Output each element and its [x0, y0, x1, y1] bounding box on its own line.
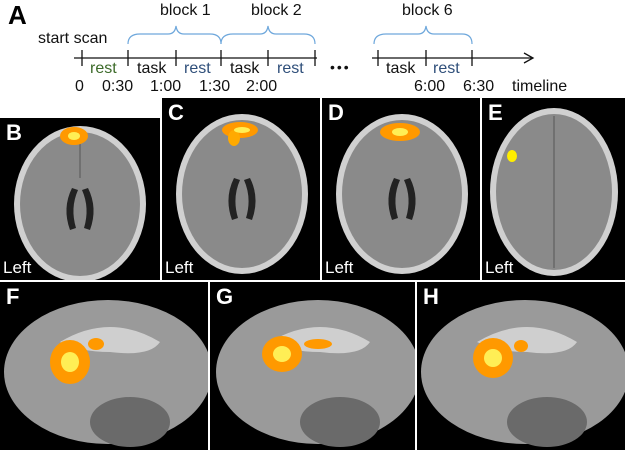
sagittal-panel-f: F: [0, 282, 208, 450]
panel-letter-a: A: [8, 0, 27, 30]
time-label: 2:00: [246, 78, 278, 95]
axial-brain-image: [176, 114, 308, 274]
axial-panel-e: E Left: [482, 98, 625, 280]
timeline-label: timeline: [512, 78, 568, 95]
segment-task: task: [137, 60, 167, 77]
block-label: block 6: [402, 2, 453, 19]
panel-letter: E: [488, 100, 503, 125]
time-label: 0: [75, 78, 84, 95]
timeline-axis: [74, 25, 535, 66]
sagittal-panel-g: G: [210, 282, 415, 450]
axial-brain-image: [490, 108, 618, 276]
panel-letter: C: [168, 100, 184, 125]
sagittal-brain-image: [421, 300, 625, 447]
panel-letter: F: [6, 284, 20, 309]
time-label: 1:30: [199, 78, 231, 95]
orientation-label: Left: [165, 258, 194, 277]
orientation-label: Left: [3, 258, 32, 277]
time-label: 6:30: [463, 78, 495, 95]
time-label: 0:30: [102, 78, 134, 95]
segment-rest: rest: [277, 60, 304, 77]
segment-rest: rest: [90, 60, 117, 77]
panel-letter: B: [6, 120, 22, 145]
time-label: 6:00: [414, 78, 446, 95]
axial-panel-b: B Left: [0, 118, 160, 280]
panel-letter: D: [328, 100, 344, 125]
axial-panel-d: D Left: [322, 98, 480, 280]
block-label: block 1: [160, 2, 211, 19]
segment-rest: rest: [433, 60, 460, 77]
segment-task: task: [230, 60, 260, 77]
orientation-label: Left: [485, 258, 514, 277]
sagittal-brain-image: [4, 300, 208, 447]
sagittal-panel-h: H: [417, 282, 625, 450]
sagittal-brain-image: [216, 300, 415, 447]
block-label: block 2: [251, 2, 302, 19]
ellipsis: •••: [330, 59, 351, 75]
panel-letter: G: [216, 284, 234, 309]
block-brackets: [127, 25, 473, 45]
segment-rest: rest: [184, 60, 211, 77]
time-label: 1:00: [150, 78, 182, 95]
start-scan-label: start scan: [38, 30, 108, 47]
axial-panel-c: C Left: [162, 98, 320, 280]
axial-brain-image: [14, 126, 146, 280]
orientation-label: Left: [325, 258, 354, 277]
axial-brain-image: [336, 114, 468, 274]
segment-task: task: [386, 60, 416, 77]
panel-letter: H: [423, 284, 439, 309]
